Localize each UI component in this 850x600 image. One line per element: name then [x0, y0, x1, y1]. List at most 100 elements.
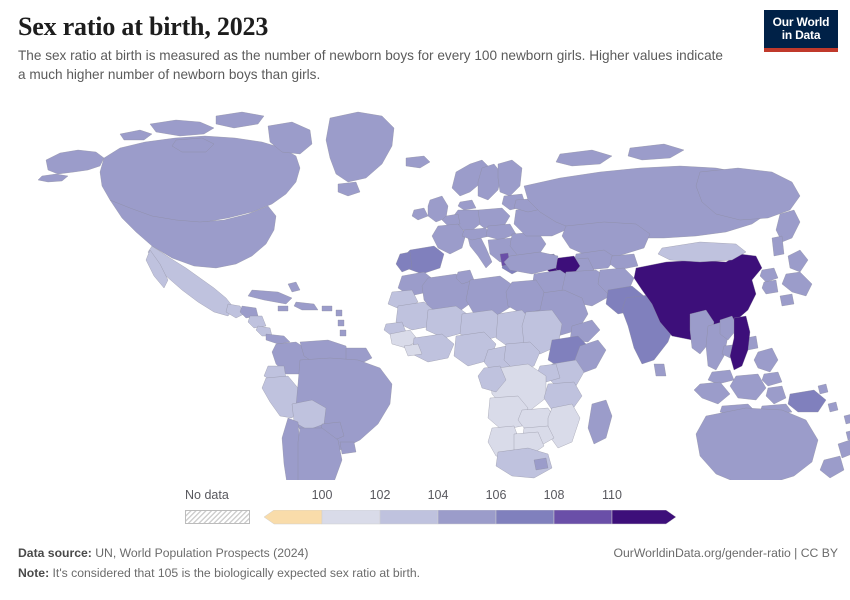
country-south-africa[interactable] — [496, 448, 552, 478]
legend-tick-labels: 100 102 104 106 108 110 — [0, 488, 850, 508]
owid-logo-line1: Our World — [772, 14, 830, 29]
country-denmark[interactable] — [458, 200, 476, 210]
country-sakhalin[interactable] — [772, 236, 784, 256]
country-japan-honshu[interactable] — [782, 272, 812, 296]
country-liberia[interactable] — [404, 344, 422, 356]
source-label: Data source: — [18, 546, 92, 560]
country-united-states[interactable] — [110, 200, 276, 268]
page-title: Sex ratio at birth, 2023 — [18, 12, 269, 41]
legend-tick-4: 108 — [543, 488, 565, 502]
country-russia-arctic-2[interactable] — [628, 144, 684, 160]
country-finland[interactable] — [498, 160, 522, 196]
legend-color-scale[interactable] — [264, 510, 676, 525]
country-madagascar[interactable] — [588, 400, 612, 444]
country-baja[interactable] — [146, 250, 168, 288]
country-kamchatka[interactable] — [776, 210, 800, 242]
country-vietnam[interactable] — [730, 316, 750, 370]
country-sumatra[interactable] — [694, 382, 730, 404]
no-data-swatch[interactable] — [185, 510, 250, 524]
country-baffin[interactable] — [268, 122, 312, 154]
country-sri-lanka[interactable] — [654, 364, 666, 376]
country-puerto-rico[interactable] — [322, 306, 332, 311]
country-jamaica[interactable] — [278, 306, 288, 311]
footer-source-row: Data source: UN, World Population Prospe… — [18, 544, 838, 564]
chart-footer: Data source: UN, World Population Prospe… — [18, 544, 838, 584]
country-france[interactable] — [432, 224, 466, 254]
country-aleutians[interactable] — [38, 174, 68, 182]
country-tunisia[interactable] — [456, 270, 474, 284]
map-legend: No data 100 102 104 106 108 110 — [0, 488, 850, 540]
country-russia-far-east[interactable] — [696, 168, 800, 220]
country-guatemala[interactable] — [226, 304, 244, 318]
country-bahamas[interactable] — [288, 282, 300, 292]
country-libya[interactable] — [466, 276, 514, 316]
footer-url[interactable]: OurWorldinData.org/gender-ratio | CC BY — [613, 546, 838, 560]
country-uruguay[interactable] — [340, 442, 356, 454]
country-canada-arctic-2[interactable] — [216, 112, 264, 128]
country-egypt[interactable] — [506, 280, 544, 314]
country-laos[interactable] — [720, 316, 738, 340]
legend-tick-1: 102 — [369, 488, 391, 502]
country-angola[interactable] — [488, 396, 528, 430]
country-central-african-rep[interactable] — [504, 342, 540, 370]
country-czech-hungary[interactable] — [486, 224, 516, 240]
country-nicaragua[interactable] — [248, 316, 266, 328]
country-russia-arctic-1[interactable] — [556, 150, 612, 166]
legend-bin-0[interactable] — [264, 510, 323, 525]
country-japan[interactable] — [788, 250, 808, 272]
country-philippines-mindanao[interactable] — [762, 372, 782, 386]
country-united-kingdom[interactable] — [428, 196, 448, 222]
country-hispaniola[interactable] — [294, 302, 318, 310]
country-alaska[interactable] — [46, 150, 104, 174]
country-japan-kyushu[interactable] — [780, 294, 794, 306]
country-malaysia[interactable] — [708, 370, 734, 384]
legend-bin-4[interactable] — [495, 510, 555, 525]
country-mongolia[interactable] — [658, 242, 746, 262]
country-kazakhstan[interactable] — [562, 222, 650, 256]
country-ireland[interactable] — [412, 208, 428, 220]
country-new-zealand-north[interactable] — [838, 440, 850, 458]
country-borneo[interactable] — [730, 374, 766, 400]
country-greenland-south[interactable] — [338, 182, 360, 196]
footer-note-row: Note: It's considered that 105 is the bi… — [18, 564, 838, 584]
country-lesotho[interactable] — [534, 458, 548, 470]
legend-scale-svg — [264, 510, 676, 525]
legend-bin-3[interactable] — [437, 510, 497, 525]
country-fiji[interactable] — [846, 430, 850, 440]
country-portugal[interactable] — [396, 252, 412, 272]
country-south-korea[interactable] — [762, 280, 778, 294]
country-cuba[interactable] — [248, 290, 292, 304]
country-mozambique[interactable] — [548, 404, 580, 448]
legend-bin-6[interactable] — [611, 510, 676, 525]
country-australia[interactable] — [696, 408, 818, 480]
country-turkey[interactable] — [504, 252, 558, 274]
country-greenland[interactable] — [326, 112, 394, 182]
country-victoria-island[interactable] — [172, 138, 214, 152]
country-switzerland-austria[interactable] — [462, 228, 490, 240]
country-new-zealand-south[interactable] — [820, 456, 844, 478]
country-chile[interactable] — [282, 418, 302, 480]
country-peru[interactable] — [262, 376, 300, 418]
legend-bin-5[interactable] — [553, 510, 613, 525]
no-data-label: No data — [185, 488, 229, 502]
chart-header: Sex ratio at birth, 2023 The sex ratio a… — [18, 12, 832, 85]
country-canada-arctic-3[interactable] — [120, 130, 152, 140]
legend-bin-2[interactable] — [379, 510, 439, 525]
country-sulawesi[interactable] — [766, 386, 786, 404]
country-guinea-sierra-leone[interactable] — [390, 330, 418, 348]
country-pacific-islands[interactable] — [818, 384, 850, 424]
country-iceland[interactable] — [406, 156, 430, 168]
world-choropleth-map[interactable] — [0, 98, 850, 480]
legend-bin-1[interactable] — [321, 510, 381, 525]
owid-logo[interactable]: Our World in Data — [764, 10, 838, 52]
country-canada-arctic-1[interactable] — [150, 120, 214, 136]
country-sweden[interactable] — [478, 164, 502, 200]
country-gabon-congo[interactable] — [478, 366, 506, 392]
country-kyrgyzstan-tajikistan[interactable] — [610, 254, 638, 270]
country-north-korea[interactable] — [760, 268, 778, 282]
country-philippines[interactable] — [754, 348, 778, 372]
country-lesser-antilles[interactable] — [336, 310, 346, 336]
country-argentina[interactable] — [298, 428, 342, 480]
country-papua-new-guinea[interactable] — [788, 390, 826, 412]
country-panama[interactable] — [266, 334, 290, 344]
